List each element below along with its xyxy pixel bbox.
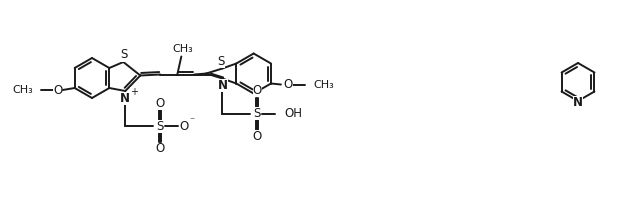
Text: S: S <box>218 55 225 68</box>
Text: N: N <box>573 96 583 108</box>
Text: O: O <box>156 97 165 110</box>
Text: N: N <box>120 92 131 105</box>
Text: S: S <box>120 48 128 62</box>
Text: O: O <box>180 120 189 133</box>
Text: O: O <box>253 84 262 97</box>
Text: ⁻: ⁻ <box>189 116 195 126</box>
Text: O: O <box>156 143 165 156</box>
Text: OH: OH <box>284 107 302 120</box>
Text: O: O <box>253 130 262 143</box>
Text: CH₃: CH₃ <box>172 44 193 53</box>
Text: N: N <box>218 79 228 92</box>
Text: CH₃: CH₃ <box>12 85 33 95</box>
Text: S: S <box>157 120 164 133</box>
Text: S: S <box>253 107 261 120</box>
Text: O: O <box>53 84 62 97</box>
Text: CH₃: CH₃ <box>313 80 333 90</box>
Text: +: + <box>131 87 138 97</box>
Text: O: O <box>284 78 292 91</box>
